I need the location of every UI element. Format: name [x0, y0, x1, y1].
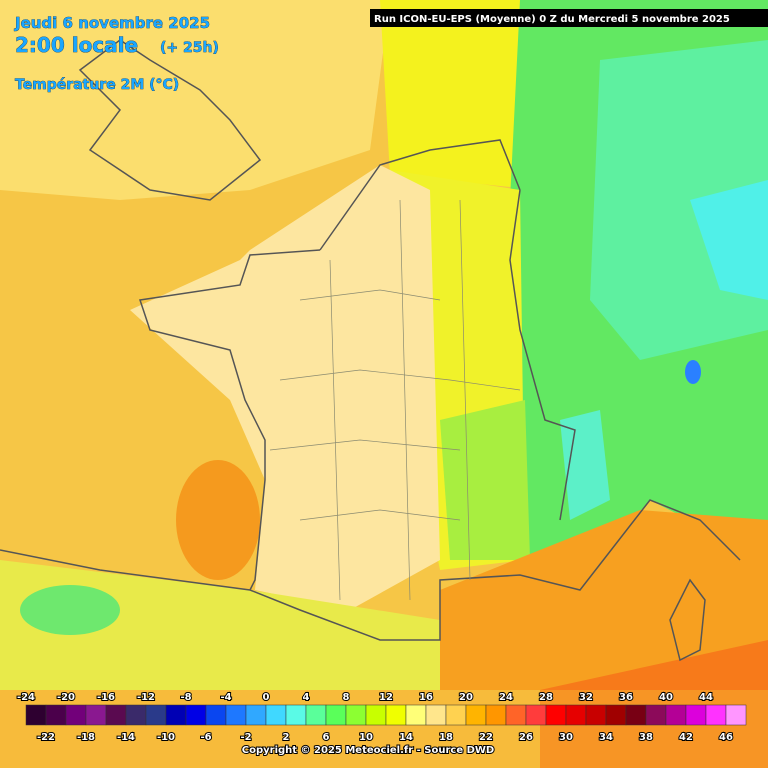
legend-swatch: [345, 704, 367, 726]
departments: [269, 199, 521, 601]
legend-swatch: [645, 704, 667, 726]
lead-time: (+ 25h): [160, 40, 219, 56]
legend-swatch: [165, 704, 187, 726]
legend-swatch: [485, 704, 507, 726]
legend-label: -8: [180, 692, 191, 703]
legend-swatch: [465, 704, 487, 726]
legend: -24-22-20-18-16-14-12-10-8-6-4-202468101…: [16, 691, 747, 744]
legend-label: 2: [283, 732, 290, 743]
legend-swatch: [245, 704, 267, 726]
legend-swatch: [25, 704, 47, 726]
legend-label: 22: [479, 732, 493, 743]
legend-label: 24: [499, 692, 513, 703]
legend-swatch: [685, 704, 707, 726]
legend-label: -18: [77, 732, 95, 743]
legend-label: 0: [263, 692, 270, 703]
legend-swatch: [445, 704, 467, 726]
legend-label: -22: [37, 732, 55, 743]
legend-label: 26: [519, 732, 533, 743]
legend-swatch: [45, 704, 67, 726]
legend-label: -24: [17, 692, 35, 703]
legend-swatch: [325, 704, 347, 726]
legend-label: 12: [379, 692, 393, 703]
legend-label: -12: [137, 692, 155, 703]
legend-label: 46: [719, 732, 733, 743]
legend-swatch: [285, 704, 307, 726]
legend-swatch: [85, 704, 107, 726]
legend-label: 28: [539, 692, 553, 703]
legend-swatch: [125, 704, 147, 726]
legend-label: 42: [679, 732, 693, 743]
legend-swatch: [205, 704, 227, 726]
legend-swatch: [65, 704, 87, 726]
legend-swatch: [545, 704, 567, 726]
legend-swatch: [225, 704, 247, 726]
legend-label: 20: [459, 692, 473, 703]
copyright: Copyright © 2025 Meteociel.fr - Source D…: [242, 745, 494, 756]
legend-label: -2: [240, 732, 251, 743]
legend-swatch: [385, 704, 407, 726]
legend-swatch: [665, 704, 687, 726]
coastlines: [0, 39, 741, 662]
time: 2:00 locale: [15, 33, 138, 57]
legend-swatch: [405, 704, 427, 726]
legend-swatch: [525, 704, 547, 726]
date: Jeudi 6 novembre 2025: [14, 14, 210, 32]
legend-swatch: [705, 704, 727, 726]
legend-swatch: [585, 704, 607, 726]
legend-label: 32: [579, 692, 593, 703]
parameter: Température 2M (°C): [15, 77, 179, 93]
legend-label: 6: [323, 732, 330, 743]
legend-label: 38: [639, 732, 653, 743]
run-box: [370, 9, 768, 27]
legend-swatch: [425, 704, 447, 726]
legend-label: -20: [57, 692, 75, 703]
legend-swatch: [105, 704, 127, 726]
legend-swatch: [145, 704, 167, 726]
legend-swatch: [185, 704, 207, 726]
legend-swatch: [565, 704, 587, 726]
legend-label: 4: [303, 692, 310, 703]
legend-label: 16: [419, 692, 433, 703]
legend-label: 40: [659, 692, 673, 703]
legend-label: 44: [699, 692, 713, 703]
legend-label: 14: [399, 732, 413, 743]
legend-label: -16: [97, 692, 115, 703]
legend-swatch: [265, 704, 287, 726]
legend-label: 18: [439, 732, 453, 743]
legend-label: 8: [343, 692, 350, 703]
legend-label: -10: [157, 732, 175, 743]
legend-label: 34: [599, 732, 613, 743]
legend-label: -4: [220, 692, 231, 703]
legend-swatch: [505, 704, 527, 726]
legend-swatch: [365, 704, 387, 726]
legend-swatch: [725, 704, 747, 726]
legend-label: 36: [619, 692, 633, 703]
legend-swatch: [625, 704, 647, 726]
legend-swatch: [605, 704, 627, 726]
legend-label: -14: [117, 732, 135, 743]
legend-swatch: [305, 704, 327, 726]
run-info: Run ICON-EU-EPS (Moyenne) 0 Z du Mercred…: [374, 14, 730, 25]
legend-label: 10: [359, 732, 373, 743]
legend-label: 30: [559, 732, 573, 743]
legend-label: -6: [200, 732, 211, 743]
